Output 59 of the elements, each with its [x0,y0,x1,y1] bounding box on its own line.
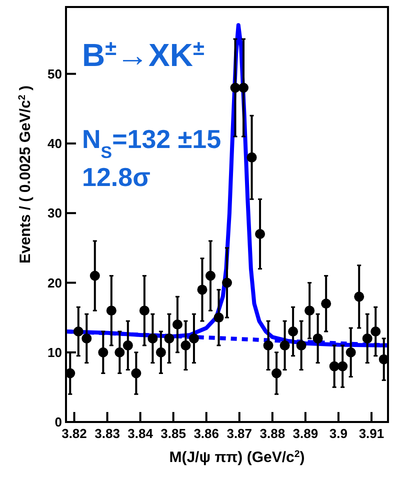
x-tick-label: 3.9 [329,426,348,441]
x-tick-label: 3.89 [292,426,318,441]
y-tick-label: 30 [48,206,62,221]
point [188,333,199,344]
point [296,340,306,350]
y-tick-label: 50 [48,66,62,82]
point [164,333,174,344]
point [114,347,125,358]
point [362,333,372,344]
point [172,320,182,330]
x-tick-label: 3.86 [194,426,220,441]
point [139,306,150,316]
point [230,82,240,93]
point [98,347,108,358]
point [263,340,274,350]
point [312,333,323,344]
point [280,340,290,350]
point [378,354,388,364]
point [106,306,116,316]
point [131,368,142,378]
point [66,368,76,378]
point [90,270,100,281]
point [346,347,356,358]
point [246,152,257,162]
point [73,326,84,336]
y-tick-label: 10 [48,344,62,360]
annotation: B$^{±}$→XK$^{±}$ [82,36,204,73]
point [122,340,133,350]
annotation: N$_{S}$=132 ±15 [82,124,222,162]
point [321,298,332,309]
x-tick-label: 3.82 [62,426,87,441]
point [148,333,158,344]
x-tick-label: 3.85 [160,426,186,441]
y-tick-label: 0 [54,414,62,430]
x-tick-label: 3.87 [226,426,252,441]
point [272,368,282,378]
point [82,333,92,344]
point [255,228,266,239]
point [288,326,298,336]
point [370,326,381,336]
y-tick-label: 40 [48,136,62,152]
point [197,284,208,295]
point [354,292,364,302]
point [205,270,216,281]
point [338,361,348,372]
point [214,312,224,323]
point [329,361,340,372]
point [180,340,191,350]
x-tick-label: 3.83 [94,426,120,441]
x-tick-label: 3.84 [128,426,154,441]
annotation: 12.8σ [82,162,151,192]
point [304,306,315,316]
x-tick-label: 3.88 [260,426,286,441]
y-tick-label: 20 [48,275,62,290]
x-tick-label: 3.91 [358,426,384,441]
point [238,82,249,93]
point [156,347,166,358]
point [222,278,232,288]
x-axis-title: M(J/ψ ππ) (GeV/c$^{2}$) [169,448,305,466]
